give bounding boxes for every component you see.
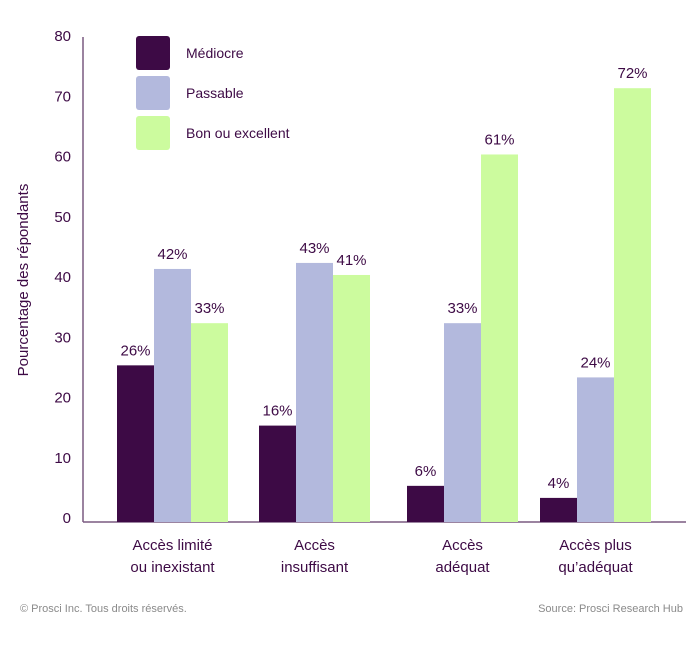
bar bbox=[614, 88, 651, 522]
legend-label: Passable bbox=[186, 85, 244, 101]
copyright: © Prosci Inc. Tous droits réservés. bbox=[20, 603, 187, 615]
y-tick-label: 70 bbox=[54, 88, 71, 105]
legend-swatch bbox=[136, 116, 170, 150]
data-label: 33% bbox=[447, 300, 477, 317]
data-label: 42% bbox=[157, 246, 187, 263]
category-label: ou inexistant bbox=[130, 559, 215, 576]
data-label: 33% bbox=[194, 300, 224, 317]
data-label: 41% bbox=[336, 252, 366, 269]
bar bbox=[117, 365, 154, 522]
data-label: 4% bbox=[548, 475, 570, 492]
category-label: Accès plus bbox=[559, 537, 632, 554]
category-label: qu’adéquat bbox=[558, 559, 633, 576]
bar bbox=[333, 274, 370, 522]
data-label: 24% bbox=[580, 354, 610, 371]
legend-swatch bbox=[136, 76, 170, 110]
category-label: Accès bbox=[442, 537, 483, 554]
bar bbox=[481, 154, 518, 522]
legend-label: Bon ou excellent bbox=[186, 125, 290, 141]
bar bbox=[296, 262, 333, 522]
bar bbox=[191, 323, 228, 522]
bar bbox=[540, 497, 577, 522]
category-label: adéquat bbox=[435, 559, 490, 576]
legend-label: Médiocre bbox=[186, 45, 244, 61]
y-tick-label: 60 bbox=[54, 149, 71, 166]
data-label: 61% bbox=[484, 131, 514, 148]
bar bbox=[259, 425, 296, 522]
data-label: 6% bbox=[415, 463, 437, 480]
category-label: Accès limité bbox=[132, 537, 212, 554]
data-label: 26% bbox=[120, 342, 150, 359]
y-tick-label: 0 bbox=[63, 510, 71, 527]
bar bbox=[577, 377, 614, 522]
y-tick-label: 40 bbox=[54, 269, 71, 286]
data-label: 43% bbox=[299, 240, 329, 257]
y-tick-label: 50 bbox=[54, 209, 71, 226]
y-tick-label: 80 bbox=[54, 28, 71, 45]
data-label: 72% bbox=[617, 65, 647, 82]
y-axis-title: Pourcentage des répondants bbox=[15, 184, 32, 377]
bar bbox=[154, 268, 191, 522]
bar bbox=[444, 323, 481, 522]
category-label: Accès bbox=[294, 537, 335, 554]
y-tick-label: 30 bbox=[54, 329, 71, 346]
legend-swatch bbox=[136, 36, 170, 70]
data-label: 16% bbox=[262, 403, 292, 420]
y-tick-label: 10 bbox=[54, 450, 71, 467]
y-tick-label: 20 bbox=[54, 390, 71, 407]
bar bbox=[407, 485, 444, 522]
source: Source: Prosci Research Hub bbox=[538, 603, 683, 615]
category-label: insuffisant bbox=[281, 559, 349, 576]
